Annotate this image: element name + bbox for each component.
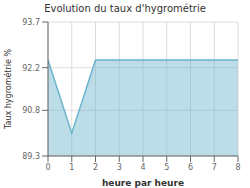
svg-text:2: 2 <box>93 163 98 172</box>
svg-text:89.3: 89.3 <box>22 152 40 161</box>
svg-text:4: 4 <box>140 163 145 172</box>
svg-text:3: 3 <box>117 163 122 172</box>
svg-text:heure par heure: heure par heure <box>102 178 184 188</box>
svg-text:8: 8 <box>235 163 240 172</box>
svg-text:Taux hygrométrie %: Taux hygrométrie % <box>8 49 13 131</box>
svg-text:6: 6 <box>188 163 193 172</box>
svg-text:0: 0 <box>45 163 50 172</box>
svg-text:1: 1 <box>69 163 74 172</box>
svg-text:93.7: 93.7 <box>22 18 40 27</box>
svg-text:90.8: 90.8 <box>22 106 40 115</box>
svg-text:92.2: 92.2 <box>22 64 40 73</box>
html-text:Evolution du taux d'hygrométri: Evolution du taux d'hygrométrie <box>44 3 206 14</box>
svg-text:7: 7 <box>212 163 217 172</box>
svg-text:5: 5 <box>164 163 169 172</box>
